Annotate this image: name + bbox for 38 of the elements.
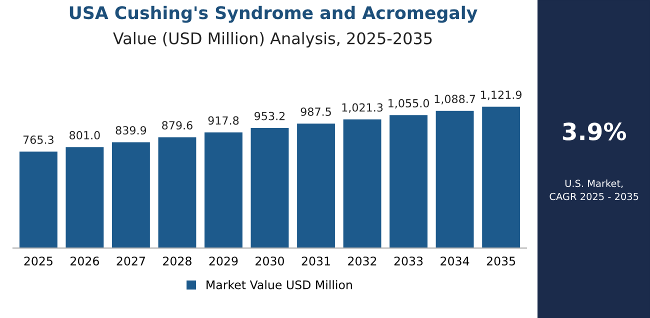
data-label: 801.0 xyxy=(70,131,100,140)
data-label: 953.2 xyxy=(254,112,285,120)
data-label: 839.9 xyxy=(116,126,146,135)
bar xyxy=(436,110,474,248)
legend-label: Market Value USD Million xyxy=(206,280,352,290)
data-label: 879.6 xyxy=(162,121,192,130)
bar xyxy=(250,128,289,248)
x-tick-label: 2032 xyxy=(348,256,376,266)
x-tick-label: 2030 xyxy=(256,256,284,266)
data-label: 987.5 xyxy=(300,108,331,116)
text: 3.9% xyxy=(562,122,626,140)
data-label: 1,088.7 xyxy=(434,94,476,104)
bar xyxy=(66,147,104,248)
x-tick-label: 2033 xyxy=(394,256,423,266)
x-tick-label: 2028 xyxy=(163,256,192,266)
data-label: 1,055.0 xyxy=(388,99,429,109)
x-tick-label: 2034 xyxy=(440,256,470,266)
bar xyxy=(158,137,196,248)
bar xyxy=(390,115,428,248)
data-label: 1,121.9 xyxy=(481,90,522,100)
bar xyxy=(482,106,520,248)
data-label: 917.8 xyxy=(208,116,239,125)
x-tick-label: 2035 xyxy=(486,256,516,266)
data-label: 1,021.3 xyxy=(342,103,383,113)
bar xyxy=(112,142,150,248)
x-tick-label: 2027 xyxy=(116,256,145,266)
data-label: 765.3 xyxy=(23,136,54,144)
x-tick-label: 2031 xyxy=(302,256,330,266)
chart-subtitle: Value (USD Million) Analysis, 2025-2035 xyxy=(113,32,432,48)
x-tick-label: 2029 xyxy=(209,256,238,266)
x-tick-label: 2026 xyxy=(70,256,99,266)
bar xyxy=(19,152,58,248)
x-tick-label: 2025 xyxy=(24,256,52,266)
bar xyxy=(297,124,335,248)
bar xyxy=(343,119,382,248)
text: U.S. Market, CAGR 2025 - 2035 xyxy=(550,180,638,200)
bar xyxy=(204,132,242,248)
chart-title: USA Cushing's Syndrome and Acromegaly xyxy=(70,6,478,23)
